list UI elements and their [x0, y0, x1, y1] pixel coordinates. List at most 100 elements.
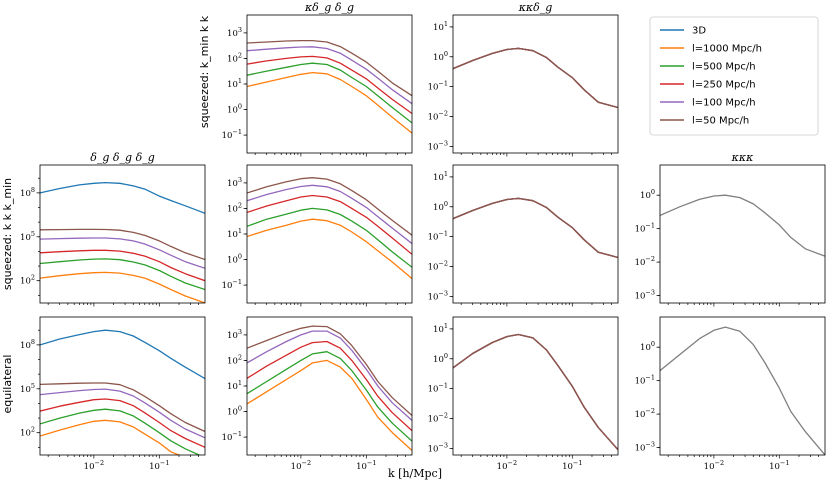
series-line [247, 330, 412, 421]
panel-r1c3: 10−3 10−2 10−1 100 κκκ [635, 151, 826, 307]
axes-frame [452, 164, 619, 304]
y-tick-label: 100 [433, 352, 448, 365]
series-line [40, 329, 205, 380]
y-tick-label: 10−1 [222, 430, 242, 443]
x-tick-label: 10−2 [84, 459, 104, 472]
y-tick-label: 100 [640, 340, 655, 353]
panel-r1c0: 102 105 108 δ_g δ_g δ_g [20, 151, 206, 307]
series-line [40, 388, 205, 439]
y-tick-label: 101 [227, 379, 242, 392]
axes-frame [39, 316, 206, 456]
y-tick-label: 10−2 [428, 110, 448, 123]
y-tick-label: 101 [227, 77, 242, 90]
y-tick-label: 101 [227, 227, 242, 240]
axes-frame [452, 14, 619, 154]
panel-title: δ_g δ_g δ_g [90, 151, 155, 164]
x-tick-label: 10−1 [562, 459, 582, 472]
axes-frame [452, 316, 619, 456]
series-line [453, 197, 618, 259]
series-line [247, 207, 412, 268]
series-line [247, 39, 412, 97]
y-tick-label: 10−2 [428, 260, 448, 273]
panel-title: κκκ [731, 151, 754, 164]
x-tick-label: 10−1 [356, 459, 376, 472]
panel-r2c0: 10−2 10−1 102 105 108 [20, 316, 206, 472]
y-tick-label: 102 [227, 201, 242, 214]
series-line [247, 218, 412, 280]
y-tick-label: 100 [433, 200, 448, 213]
series-line [660, 194, 825, 257]
legend: 3D l=1000 Mpc/h l=500 Mpc/h l=250 Mpc/h l=10… [649, 16, 819, 136]
y-tick-label: 100 [433, 50, 448, 63]
series-line [247, 194, 412, 255]
y-tick-label: 10−1 [428, 382, 448, 395]
x-tick-label: 10−1 [769, 459, 789, 472]
y-tick-label: 105 [20, 230, 35, 243]
y-tick-label: 102 [227, 353, 242, 366]
series-line [247, 46, 412, 105]
row-label-1: squeezed: k k k_min [1, 178, 14, 290]
series-line [40, 228, 205, 261]
y-tick-label: 10−1 [222, 278, 242, 291]
series-line [40, 258, 205, 291]
panel-r1c2: 10−3 10−2 10−1 100 101 [428, 164, 619, 307]
series-line [453, 333, 618, 451]
series-line [247, 71, 412, 134]
y-tick-label: 102 [20, 426, 35, 439]
y-tick-label: 102 [20, 274, 35, 287]
y-tick-label: 10−3 [635, 441, 655, 454]
panel-r0c1: 10−1 100 101 102 103 κδ_g δ_g [222, 1, 413, 157]
y-tick-label: 10−1 [222, 128, 242, 141]
panel-r2c1: 10−2 10−1 10−1 100 101 102 103 [222, 316, 413, 472]
y-tick-label: 10−1 [635, 374, 655, 387]
y-tick-label: 10−1 [635, 222, 655, 235]
x-tick-label: 10−1 [149, 459, 169, 472]
x-tick-label: 10−2 [497, 459, 517, 472]
x-tick-label: 10−2 [704, 459, 724, 472]
axes-frame [659, 316, 826, 456]
panel-r2c3: 10−2 10−1 10−3 10−2 10−1 100 [635, 316, 826, 472]
series-line [40, 398, 205, 448]
y-tick-label: 103 [227, 176, 242, 189]
series-line [247, 184, 412, 245]
y-tick-label: 10−2 [635, 255, 655, 268]
y-tick-label: 101 [433, 20, 448, 33]
row-label-2: equilateral [1, 355, 14, 414]
series-line [247, 359, 412, 451]
axes-frame [659, 164, 826, 304]
axes-frame [246, 164, 413, 304]
series-line [247, 325, 412, 416]
legend-label: l=250 Mpc/h [692, 80, 756, 91]
y-tick-label: 10−2 [635, 407, 655, 420]
y-tick-label: 108 [20, 338, 35, 351]
series-line [247, 351, 412, 442]
axes-frame [246, 14, 413, 154]
series-line [660, 326, 825, 455]
x-tick-label: 10−2 [291, 459, 311, 472]
y-tick-label: 10−1 [428, 230, 448, 243]
series-line [40, 237, 205, 269]
series-line [247, 177, 412, 236]
y-tick-label: 105 [20, 382, 35, 395]
row-label-0: squeezed: k_min k k [198, 15, 211, 128]
panel-title: κκδ_g [518, 1, 553, 14]
panel-r2c2: 10−2 10−1 10−3 10−2 10−1 100 101 [428, 316, 619, 472]
series-line [247, 55, 412, 115]
series-line [40, 382, 205, 433]
y-tick-label: 10−2 [428, 412, 448, 425]
legend-label: 3D [692, 26, 706, 37]
panel-title: κδ_g δ_g [304, 1, 354, 14]
y-tick-label: 10−3 [428, 289, 448, 302]
legend-label: l=100 Mpc/h [692, 98, 756, 109]
legend-label: l=1000 Mpc/h [692, 44, 762, 55]
x-axis-label: k [h/Mpc] [388, 467, 442, 480]
series-line [247, 340, 412, 432]
panel-r0c2: 10−3 10−2 10−1 100 101 κκδ_g [428, 1, 619, 157]
y-tick-label: 102 [227, 51, 242, 64]
y-tick-label: 108 [20, 186, 35, 199]
legend-label: l=50 Mpc/h [692, 116, 749, 127]
series-line [453, 47, 618, 109]
y-tick-label: 100 [227, 253, 242, 266]
y-tick-label: 10−3 [635, 289, 655, 302]
